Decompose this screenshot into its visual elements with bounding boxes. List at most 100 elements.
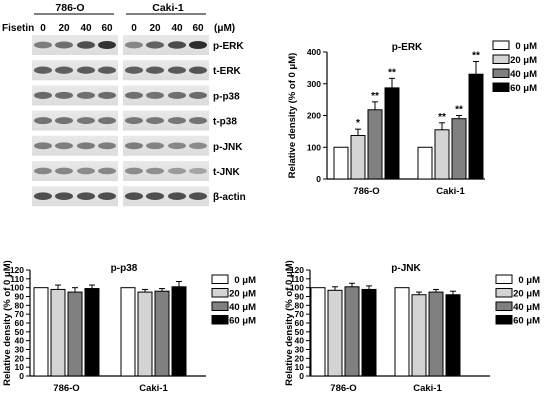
chart-title: p-p38 bbox=[111, 263, 138, 274]
blot-band bbox=[168, 91, 186, 99]
y-tick-label: 100 bbox=[307, 142, 321, 152]
blot-band bbox=[98, 117, 116, 125]
blot-band bbox=[77, 41, 95, 49]
x-tick-label: 786-O bbox=[53, 383, 79, 394]
y-tick-label: 0 bbox=[299, 371, 304, 381]
legend-label: 40 μM bbox=[229, 302, 256, 313]
legend-swatch bbox=[492, 68, 510, 78]
blot-band bbox=[34, 41, 52, 49]
chart-title: p-JNK bbox=[391, 263, 421, 274]
blot-band bbox=[34, 142, 52, 150]
band-label: p-ERK bbox=[213, 41, 244, 52]
legend-swatch bbox=[211, 274, 229, 284]
bar bbox=[468, 73, 484, 180]
blot-band bbox=[168, 142, 186, 150]
blot-band bbox=[77, 192, 95, 200]
blot-strip-786o bbox=[32, 60, 118, 81]
legend-label: 20 μM bbox=[229, 289, 256, 300]
blot-band bbox=[98, 167, 116, 175]
dose-label: 20 bbox=[149, 23, 161, 34]
y-tick-label: 90 bbox=[295, 292, 305, 302]
y-tick-label: 100 bbox=[290, 283, 304, 293]
blot-band bbox=[77, 66, 95, 74]
legend-swatch bbox=[211, 315, 229, 325]
bar bbox=[333, 146, 349, 180]
bar bbox=[434, 129, 450, 180]
significance-label: ** bbox=[455, 105, 463, 116]
legend-label: 40 μM bbox=[510, 69, 537, 80]
x-tick-label: Caki-1 bbox=[139, 383, 168, 394]
y-tick-label: 50 bbox=[295, 327, 305, 337]
y-tick-label: 40 bbox=[295, 336, 305, 346]
legend-label: 0 μM bbox=[518, 275, 540, 286]
y-tick-label: 20 bbox=[15, 353, 25, 363]
blot-band bbox=[34, 167, 52, 175]
y-tick-label: 120 bbox=[290, 265, 304, 275]
blot-band bbox=[125, 192, 143, 200]
blot-band bbox=[34, 192, 52, 200]
y-axis-label: Relative density (% of 0 μM) bbox=[287, 53, 298, 179]
blot-band bbox=[125, 142, 143, 150]
blot-band bbox=[125, 167, 143, 175]
y-tick-label: 0 bbox=[19, 371, 24, 381]
y-tick-label: 40 bbox=[15, 336, 25, 346]
blot-strip-caki1 bbox=[123, 135, 209, 156]
y-tick-label: 20 bbox=[295, 353, 305, 363]
y-tick-label: 10 bbox=[15, 362, 25, 372]
bar bbox=[171, 286, 187, 377]
band-label: p-p38 bbox=[213, 91, 240, 102]
blot-band bbox=[77, 91, 95, 99]
p-p38-bar-chart: p-p38 Relative density (% of 0 μM) 0102030… bbox=[2, 260, 256, 394]
y-tick-label: 50 bbox=[15, 327, 25, 337]
bar bbox=[67, 291, 83, 377]
legend-label: 60 μM bbox=[510, 83, 537, 94]
blot-band bbox=[189, 142, 207, 150]
y-tick-label: 0 bbox=[316, 174, 321, 184]
bar bbox=[310, 287, 326, 377]
bar bbox=[384, 87, 400, 180]
legend-label: 60 μM bbox=[513, 316, 540, 327]
y-tick-label: 100 bbox=[10, 283, 24, 293]
blot-strip-caki1 bbox=[123, 85, 209, 106]
bar bbox=[33, 287, 49, 377]
y-tick-label: 60 bbox=[295, 318, 305, 328]
bar bbox=[50, 288, 66, 377]
bar bbox=[428, 291, 444, 377]
bar bbox=[367, 109, 383, 180]
bar bbox=[361, 288, 377, 377]
blot-strip-caki1 bbox=[123, 186, 209, 207]
dose-label: 40 bbox=[80, 23, 92, 34]
blot-band bbox=[168, 117, 186, 125]
blot-band bbox=[34, 66, 52, 74]
y-tick-label: 30 bbox=[15, 345, 25, 355]
blot-band bbox=[146, 41, 164, 49]
bar bbox=[327, 289, 343, 377]
blot-band bbox=[55, 66, 73, 74]
bar bbox=[411, 294, 427, 377]
legend-swatch bbox=[211, 288, 229, 298]
cell-line-label-786o: 786-O bbox=[55, 2, 84, 14]
dose-label: 40 bbox=[171, 23, 183, 34]
blot-band bbox=[189, 66, 207, 74]
blot-band bbox=[55, 192, 73, 200]
legend-swatch bbox=[492, 54, 510, 64]
legend-swatch bbox=[495, 274, 513, 284]
p-jnk-bar-chart: p-JNK Relative density (% of 0 μM) 0102030… bbox=[284, 260, 540, 394]
legend-swatch bbox=[492, 40, 510, 50]
blot-band bbox=[168, 66, 186, 74]
y-tick-label: 30 bbox=[295, 345, 305, 355]
bar bbox=[120, 287, 136, 377]
y-tick-label: 80 bbox=[15, 300, 25, 310]
bar bbox=[154, 290, 170, 377]
blot-band bbox=[55, 91, 73, 99]
blot-band bbox=[98, 192, 116, 200]
legend-swatch bbox=[495, 288, 513, 298]
band-label: β-actin bbox=[213, 192, 246, 203]
y-tick-label: 10 bbox=[295, 362, 305, 372]
dose-label: 60 bbox=[101, 23, 113, 34]
blot-band bbox=[34, 117, 52, 125]
y-tick-label: 120 bbox=[10, 265, 24, 275]
x-tick-label: Caki-1 bbox=[413, 383, 442, 394]
y-tick-label: 400 bbox=[307, 47, 321, 57]
y-tick-label: 300 bbox=[307, 79, 321, 89]
